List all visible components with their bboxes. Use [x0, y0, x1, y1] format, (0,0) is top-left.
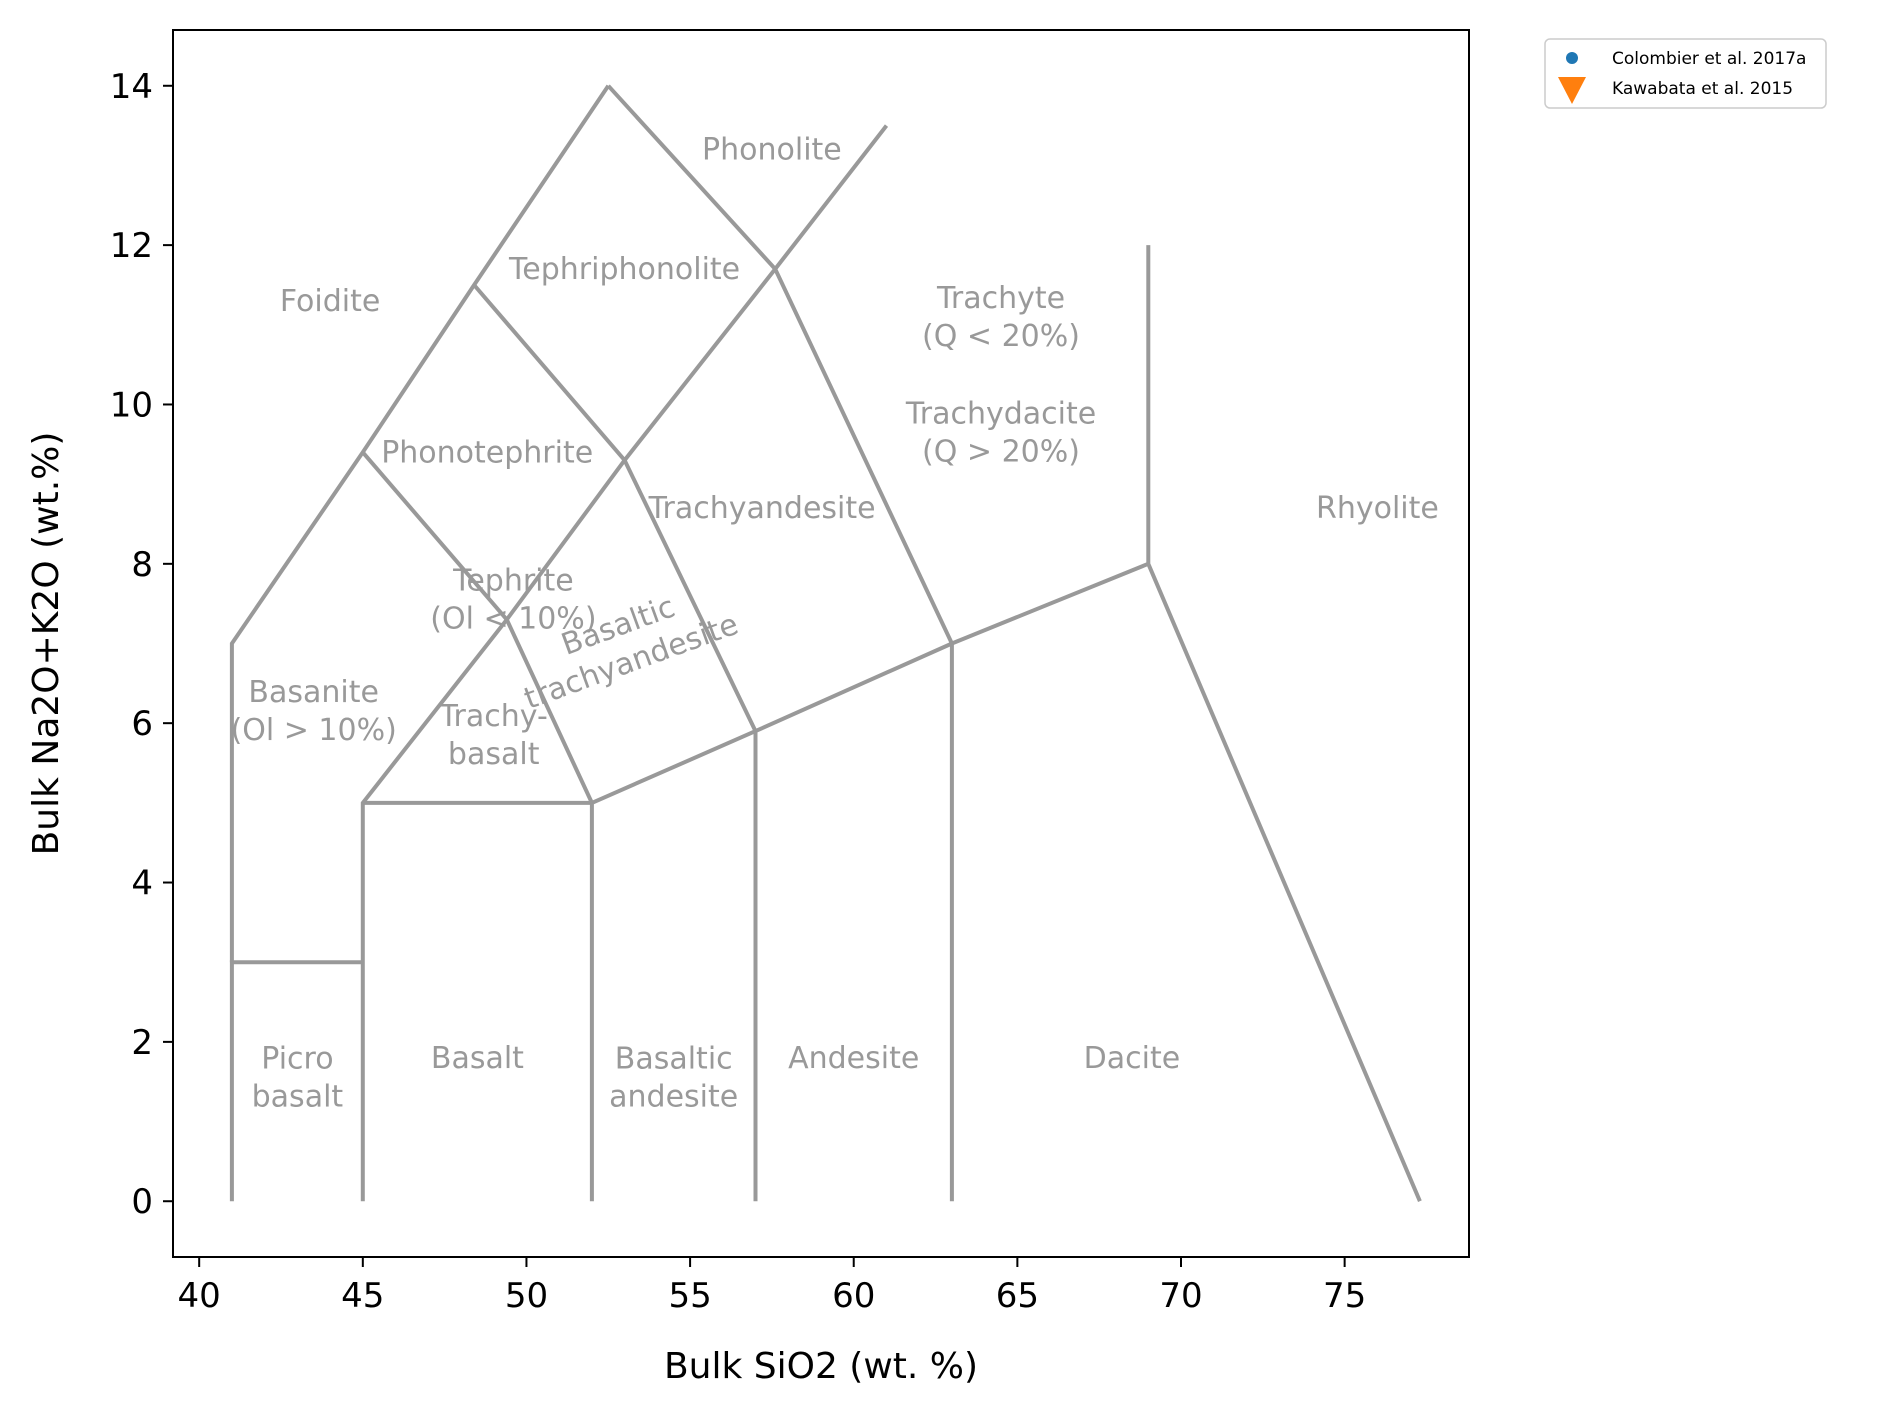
- x-tick-label: 65: [996, 1276, 1039, 1316]
- region-label-andesite: Andesite: [788, 1041, 919, 1076]
- region-label-line: (Q < 20%): [922, 319, 1080, 354]
- region-label-line: (Q > 20%): [922, 434, 1080, 469]
- region-label-trachydacite-q-20: Trachydacite (Q > 20%): [905, 396, 1096, 469]
- y-tick-label: 10: [110, 385, 153, 425]
- region-label-trachyandesite: Trachyandesite: [648, 491, 876, 526]
- x-tick-label: 75: [1323, 1276, 1366, 1316]
- y-tick-label: 14: [110, 67, 153, 107]
- legend-label-kawabata: Kawabata et al. 2015: [1612, 79, 1793, 99]
- region-label-line: Foidite: [280, 284, 380, 319]
- region-label-line: Andesite: [788, 1041, 919, 1076]
- x-axis-ticks: 40 45 50 55 60 65 70 75: [178, 1257, 1366, 1316]
- region-label-phonotephrite: Phonotephrite: [381, 435, 593, 470]
- region-label-line: Tephrite: [452, 564, 574, 599]
- region-label-basalt: Basalt: [431, 1041, 524, 1076]
- y-tick-label: 0: [131, 1182, 153, 1222]
- region-label-foidite: Foidite: [280, 284, 380, 319]
- region-label-line: Rhyolite: [1316, 491, 1439, 526]
- region-label-line: andesite: [609, 1080, 738, 1115]
- legend-label-colombier: Colombier et al. 2017a: [1612, 49, 1806, 69]
- region-label-trachyte-q-20: Trachyte (Q < 20%): [922, 281, 1080, 354]
- boundary-line-8: [606, 84, 954, 645]
- region-label-tephriphonolite: Tephriphonolite: [508, 252, 740, 287]
- region-label-picro-basalt: Picro basalt: [252, 1042, 344, 1115]
- y-tick-label: 12: [110, 226, 153, 266]
- x-tick-label: 70: [1159, 1276, 1202, 1316]
- region-label-phonolite: Phonolite: [702, 133, 842, 168]
- region-label-line: basalt: [448, 737, 540, 772]
- region-label-line: (Ol > 10%): [231, 713, 397, 748]
- y-tick-label: 6: [131, 704, 153, 744]
- boundary-line-10: [1146, 245, 1422, 1202]
- y-axis-label: Bulk Na2O+K2O (wt.%): [26, 432, 67, 856]
- y-tick-label: 2: [131, 1023, 153, 1063]
- region-label-line: Basalt: [431, 1041, 524, 1076]
- boundary-lines: [229, 84, 1422, 1202]
- x-axis-label: Bulk SiO2 (wt. %): [664, 1346, 978, 1387]
- x-tick-label: 45: [341, 1276, 384, 1316]
- legend-box: [1544, 38, 1827, 109]
- region-label-tephrite-ol-10: Tephrite (Ol < 10%): [430, 564, 596, 637]
- boundary-line-7: [361, 450, 594, 804]
- region-label-basaltic-andesite: Basaltic andesite: [609, 1042, 738, 1115]
- legend-marker-colombier: [1566, 52, 1578, 64]
- region-label-rhyolite: Rhyolite: [1316, 491, 1439, 526]
- region-label-line: (Ol < 10%): [430, 602, 596, 637]
- boundary-line-9: [472, 283, 758, 732]
- region-label-line: Basanite: [248, 675, 379, 710]
- region-label-line: Tephriphonolite: [508, 252, 740, 287]
- x-tick-label: 55: [668, 1276, 711, 1316]
- region-label-line: Phonolite: [702, 133, 842, 168]
- y-axis-ticks: 0 2 4 6 8 10 12 14: [110, 67, 173, 1222]
- region-label-line: Trachyte: [936, 281, 1065, 316]
- region-label-line: Basaltic: [615, 1042, 733, 1077]
- region-label-line: basalt: [252, 1080, 344, 1115]
- x-tick-label: 50: [505, 1276, 548, 1316]
- region-label-line: Picro: [261, 1042, 333, 1077]
- y-tick-label: 4: [131, 864, 153, 904]
- region-label-trachy-basalt: Trachy-basalt: [439, 699, 548, 772]
- region-label-line: Trachydacite: [905, 396, 1096, 431]
- region-label-line: Trachyandesite: [648, 491, 876, 526]
- boundary-line-6: [229, 84, 610, 963]
- region-label-line: Dacite: [1084, 1041, 1181, 1076]
- region-label-line: Phonotephrite: [381, 435, 593, 470]
- x-tick-label: 60: [832, 1276, 875, 1316]
- x-tick-label: 40: [178, 1276, 221, 1316]
- legend-marker-kawabata: [1558, 77, 1586, 104]
- region-label-line: Trachy-: [439, 699, 548, 734]
- region-label-dacite: Dacite: [1084, 1041, 1181, 1076]
- region-label-basanite-ol-10: Basanite (Ol > 10%): [231, 675, 397, 748]
- legend: Colombier et al. 2017a Kawabata et al. 2…: [1544, 38, 1827, 109]
- y-tick-label: 8: [131, 545, 153, 585]
- plot-frame: [172, 29, 1470, 1258]
